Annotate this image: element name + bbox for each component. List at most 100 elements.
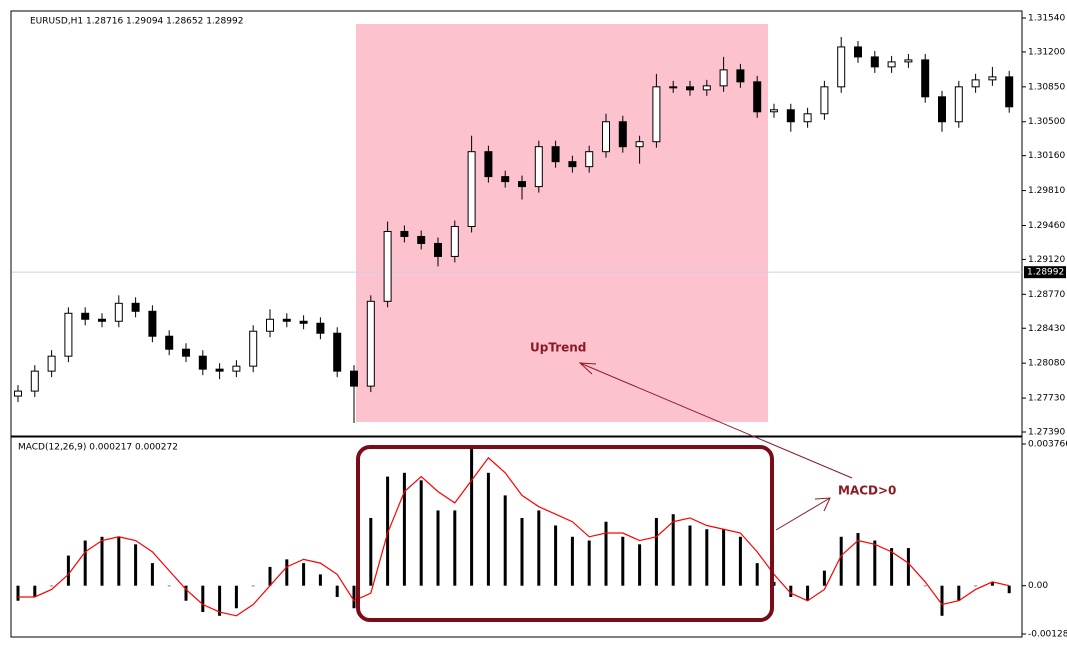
- candle-body: [803, 113, 812, 123]
- y-tick-label: 1.30850: [1028, 82, 1065, 92]
- macd-bar: [906, 548, 910, 586]
- macd-bar: [369, 517, 373, 586]
- macd-bar: [117, 536, 121, 586]
- candle-body: [786, 109, 795, 123]
- price-pane: [10, 10, 1023, 437]
- candle-body: [635, 141, 644, 148]
- y-tick-label: 1.28430: [1028, 324, 1065, 334]
- y-tick-label: 1.27390: [1028, 428, 1065, 438]
- macd-bar: [503, 495, 507, 586]
- candle-body: [921, 59, 930, 98]
- macd-bar: [83, 540, 87, 586]
- candle-body: [333, 332, 342, 372]
- candle-body: [400, 230, 409, 237]
- macd-bar: [755, 563, 759, 586]
- candle-body: [182, 348, 190, 357]
- macd-bar: [1007, 585, 1011, 594]
- annotation: UpTrend: [530, 341, 586, 355]
- arrow: [579, 362, 853, 479]
- candle-body: [47, 355, 56, 372]
- macd-bar: [318, 574, 322, 586]
- candle-body: [719, 69, 728, 87]
- macd-bar: [285, 559, 289, 586]
- candle-body: [232, 365, 241, 372]
- macd-bar: [671, 514, 675, 586]
- macd-bar: [688, 525, 692, 586]
- arrow-head: [814, 497, 831, 512]
- candle-body: [249, 330, 258, 367]
- candle-body: [602, 121, 610, 153]
- macd-bar: [621, 536, 625, 586]
- candle-body: [501, 176, 510, 183]
- candle-body: [770, 109, 778, 113]
- candle-body: [1005, 76, 1014, 108]
- candle-body: [551, 146, 560, 163]
- macd-bar: [990, 581, 994, 586]
- candle-body: [518, 181, 526, 188]
- y-tick-label: 1.31540: [1028, 14, 1065, 24]
- macd-bar: [150, 563, 154, 586]
- macd-bar: [654, 517, 658, 586]
- macd-bar: [66, 555, 70, 586]
- candle-body: [669, 86, 678, 89]
- annotation: MACD>0: [838, 484, 896, 498]
- arrow-head: [578, 362, 597, 375]
- macd-bar: [50, 585, 54, 587]
- candle-body: [450, 225, 459, 257]
- macd-bar: [856, 533, 860, 586]
- candle-body: [870, 56, 879, 68]
- candle-body: [282, 318, 291, 322]
- candle-body: [568, 161, 577, 168]
- macd-bar: [940, 585, 944, 616]
- macd-bar: [839, 536, 843, 586]
- candle-body: [366, 300, 375, 387]
- candle-body: [702, 85, 711, 91]
- highlight-zone: [356, 24, 768, 422]
- candle-body: [316, 322, 325, 334]
- macd-bar: [722, 529, 726, 586]
- y-tick-label: 0.00: [1028, 581, 1048, 591]
- macd-box: [356, 445, 774, 622]
- y-tick-label: -0.00128: [1028, 630, 1067, 640]
- macd-bar: [806, 585, 810, 601]
- candle-body: [686, 86, 694, 91]
- candle-body: [148, 310, 157, 337]
- y-tick-label: 0.003766: [1028, 440, 1067, 450]
- candle-body: [114, 302, 123, 322]
- y-tick-label: 1.29120: [1028, 255, 1065, 265]
- macd-bar: [16, 585, 20, 601]
- candle-body: [383, 230, 392, 302]
- y-tick-label: 1.29810: [1028, 186, 1065, 196]
- arrow: [775, 497, 831, 531]
- macd-bar: [100, 536, 104, 586]
- last-price-label: 1.28992: [1027, 268, 1064, 278]
- macd-bar: [251, 585, 255, 587]
- candle-body: [198, 355, 207, 370]
- candle-body: [165, 335, 174, 350]
- candle-body: [618, 121, 627, 148]
- candle-body: [854, 46, 862, 58]
- macd-title: MACD(12,26,9) 0.000217 0.000272: [18, 443, 178, 453]
- marks: 1.31540 1.31200 1.30850 1.30500 1.30160 1.298…: [12, 14, 1067, 640]
- macd-bar: [789, 585, 793, 597]
- candle-body: [467, 151, 476, 227]
- macd-bar: [470, 446, 474, 586]
- candle-body: [299, 320, 308, 324]
- candle-body: [484, 151, 493, 178]
- macd-bar: [974, 585, 978, 587]
- macd-bar: [419, 480, 423, 586]
- candle-body: [820, 86, 829, 115]
- macd-bar: [705, 529, 709, 586]
- macd-bar: [302, 563, 306, 586]
- macd-bar: [738, 536, 742, 586]
- macd-bar: [335, 585, 339, 597]
- y-tick-label: 1.30160: [1028, 151, 1065, 161]
- macd-bar: [134, 544, 138, 586]
- candle-body: [215, 368, 224, 372]
- macd-bar: [33, 585, 37, 597]
- candle-body: [266, 318, 274, 332]
- macd-bar: [890, 548, 894, 586]
- macd-bar: [570, 536, 574, 586]
